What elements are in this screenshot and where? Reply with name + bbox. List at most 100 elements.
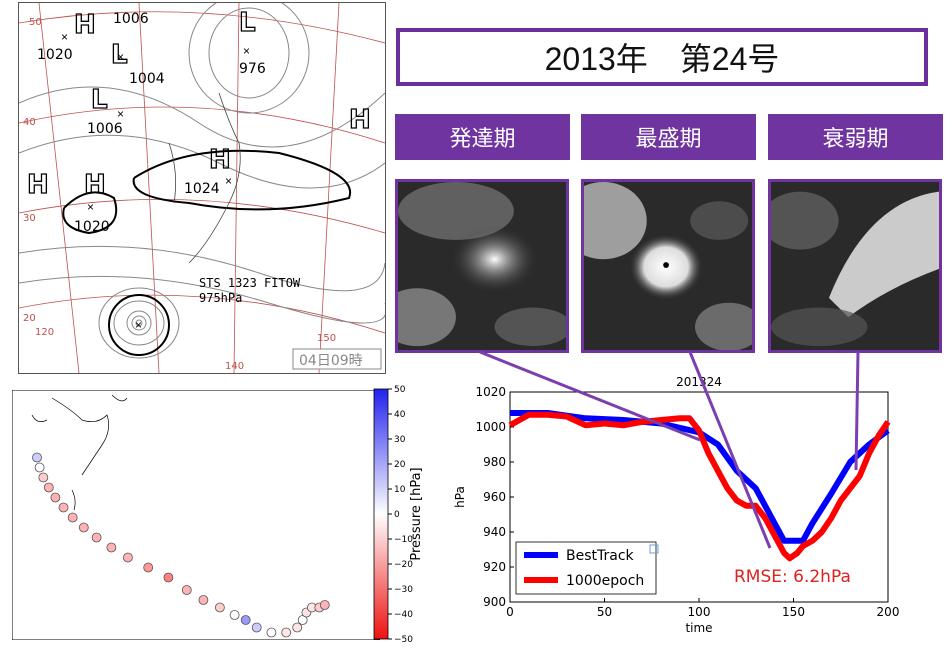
track-point <box>123 552 133 563</box>
pressure-label: 1006 <box>113 11 149 27</box>
satellite-image-decaying <box>768 179 942 353</box>
phase-label-mature: 最盛期 <box>581 114 756 160</box>
svg-text:×: × <box>61 30 68 44</box>
colorbar-tick-label: −20 <box>394 560 413 570</box>
y-tick-label: 920 <box>483 560 506 574</box>
track-point <box>143 562 154 573</box>
colorbar-tick-label: −10 <box>394 535 413 545</box>
track-point <box>266 627 277 638</box>
track-point <box>43 482 54 493</box>
isobars <box>19 3 385 359</box>
pressure-timeseries-chart: 201324 0 50 100 150 200 900 920 940 960 980 1000 10… <box>453 375 900 635</box>
track-point <box>163 572 174 583</box>
x-tick-label: 200 <box>877 605 900 619</box>
longitude-label: 140 <box>225 361 244 372</box>
low-pressure-letter: L <box>239 8 256 38</box>
colorbar-tick-label: −30 <box>394 585 413 595</box>
y-tick-label: 960 <box>483 490 506 504</box>
track-point <box>229 610 240 620</box>
svg-text:×: × <box>243 44 250 58</box>
pressure-label: 1004 <box>129 71 165 87</box>
latitude-label: 20 <box>23 313 36 324</box>
y-tick-label: 900 <box>483 595 506 609</box>
track-point <box>319 600 330 610</box>
track-point <box>181 585 192 595</box>
colorbar-tick-label: 40 <box>394 410 406 420</box>
storm-pressure: 975hPa <box>199 291 242 305</box>
pressure-label: 1024 <box>184 181 220 197</box>
track-point <box>106 542 117 553</box>
phase-label-developing: 発達期 <box>395 114 570 160</box>
chart-title: 201324 <box>676 375 722 389</box>
latitude-label: 40 <box>23 117 36 128</box>
page-title-box: 2013年 第24号 <box>396 28 928 86</box>
x-tick-label: 0 <box>506 605 514 619</box>
track-point <box>292 622 303 633</box>
y-tick-label: 1020 <box>475 385 506 399</box>
phase-label-decaying: 衰弱期 <box>768 114 943 160</box>
track-points <box>32 452 330 638</box>
colorbar-tick-label: −50 <box>394 635 413 645</box>
track-point <box>240 615 251 625</box>
legend-label-besttrack: BestTrack <box>566 548 635 564</box>
typhoon-track-map <box>12 390 380 640</box>
colorbar-tick-label: −40 <box>394 610 413 620</box>
x-tick-label: 50 <box>597 605 612 619</box>
surface-weather-map: 1006 1020 1004 976 1006 1024 1020 H L L … <box>18 2 386 374</box>
track-point <box>214 602 225 613</box>
storm-label: STS 1323 FITOW <box>199 276 301 290</box>
svg-text:×: × <box>87 200 94 214</box>
latitude-label: 30 <box>23 213 36 224</box>
satellite-image-mature <box>581 179 755 353</box>
colorbar-tick-label: 0 <box>394 510 400 520</box>
high-pressure-letter: H <box>74 10 96 40</box>
map-timestamp: 04日09時 <box>299 353 363 369</box>
track-point <box>34 462 45 473</box>
page-title: 2013年 第24号 <box>544 41 780 77</box>
x-tick-label: 150 <box>782 605 805 619</box>
x-tick-label: 100 <box>688 605 711 619</box>
track-point <box>281 627 292 638</box>
track-point <box>58 502 69 513</box>
colorbar-label: Pressure [hPa] <box>409 467 424 560</box>
svg-text:×: × <box>135 318 142 332</box>
low-pressure-letter: L <box>91 85 108 115</box>
y-tick-label: 980 <box>483 455 506 469</box>
legend: BestTrack 1000epoch <box>515 541 657 595</box>
svg-text:×: × <box>117 107 124 121</box>
coastline <box>168 92 241 264</box>
colorbar-tick-label: 20 <box>394 460 406 470</box>
pressure-label: 1020 <box>74 219 110 235</box>
track-point <box>32 452 42 463</box>
longitude-label: 150 <box>317 333 336 344</box>
legend-label-1000epoch: 1000epoch <box>566 573 644 589</box>
longitude-label: 120 <box>35 327 54 338</box>
track-point <box>38 472 49 483</box>
pressure-label: 976 <box>239 61 266 77</box>
track-point <box>91 532 102 543</box>
high-pressure-letter: H <box>209 145 231 175</box>
y-axis-label: hPa <box>453 486 467 508</box>
colorbar-tick-label: 10 <box>394 485 406 495</box>
high-pressure-letter: H <box>349 105 371 135</box>
y-tick-label: 1000 <box>475 420 506 434</box>
track-point <box>50 492 61 503</box>
high-pressure-letter: H <box>27 170 49 200</box>
satellite-image-developing <box>395 179 569 353</box>
track-point <box>198 595 209 605</box>
latitude-label: 50 <box>29 17 42 28</box>
pressure-label: 1020 <box>37 47 73 63</box>
pressure-colorbar: 50 40 30 20 10 0 −10 −20 −30 −40 −50 Pressure [hPa… <box>373 385 424 645</box>
pressure-label: 1006 <box>87 121 123 137</box>
bold-isobars <box>62 149 352 356</box>
colorbar-ticks: 50 40 30 20 10 0 −10 −20 −30 −40 −50 <box>388 385 413 645</box>
y-tick-label: 940 <box>483 525 506 539</box>
colorbar-tick-label: 30 <box>394 435 406 445</box>
svg-text:×: × <box>225 174 232 188</box>
colorbar-tick-label: 50 <box>394 385 406 395</box>
x-axis-label: time <box>685 621 712 635</box>
track-point <box>251 622 262 633</box>
track-point <box>78 522 89 533</box>
svg-text:×: × <box>117 50 124 64</box>
high-pressure-letter: H <box>84 170 106 200</box>
